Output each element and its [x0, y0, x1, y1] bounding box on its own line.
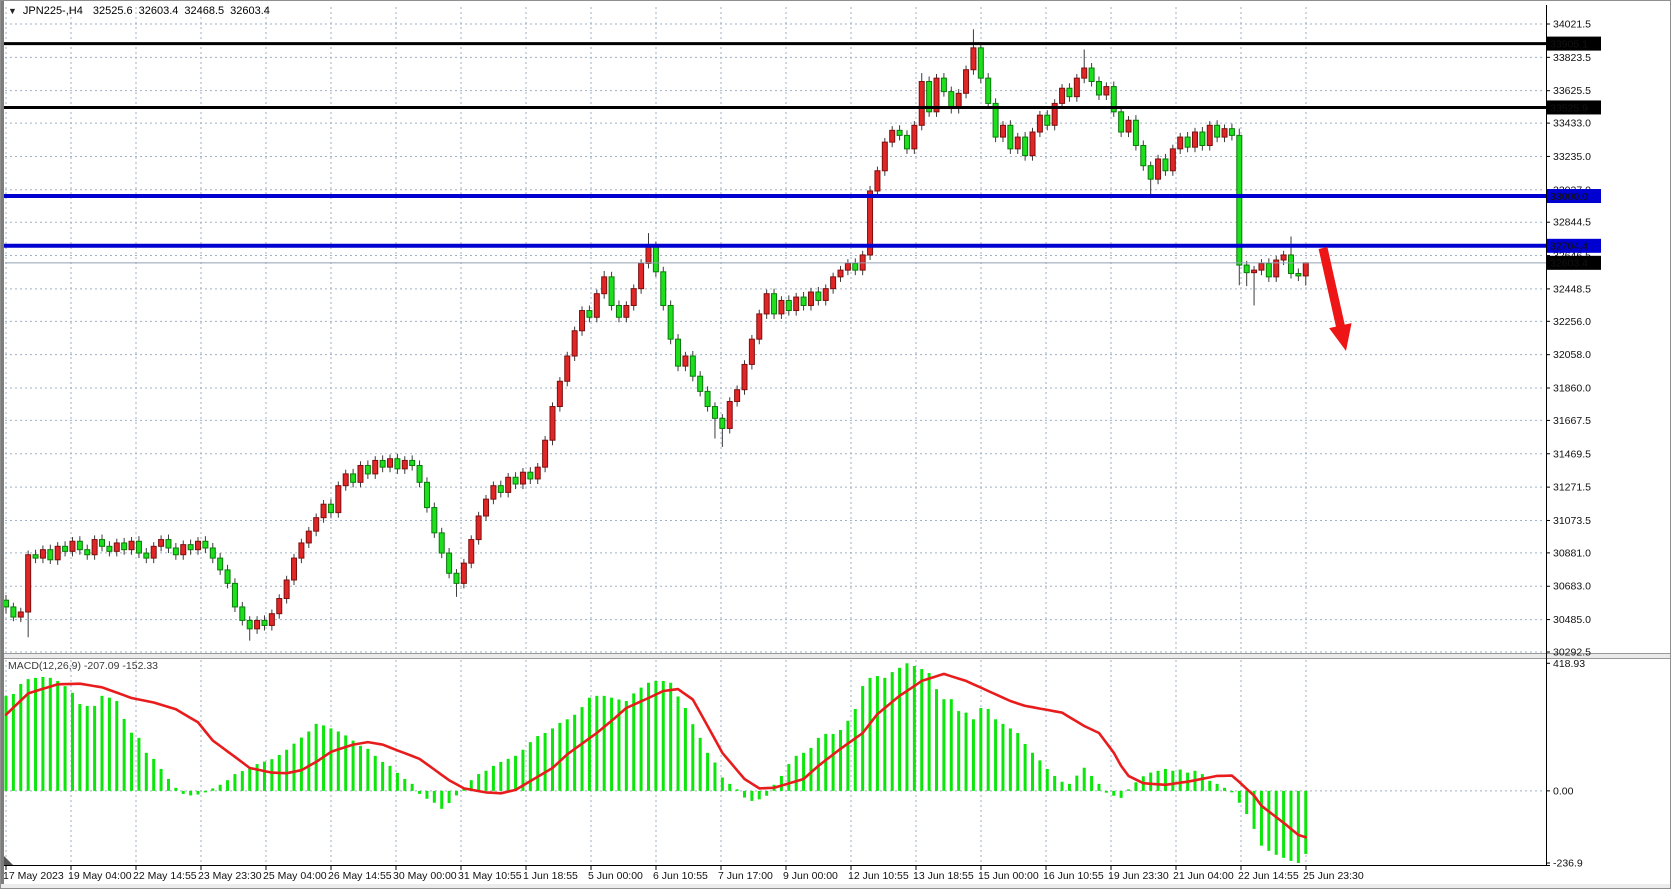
- symbol-dropdown-icon[interactable]: ▼: [8, 6, 17, 16]
- time-axis[interactable]: 17 May 2023 19 May 04:00 22 May 14:55 23 Ma…: [3, 865, 1364, 882]
- svg-text:31469.5: 31469.5: [1553, 448, 1591, 460]
- svg-text:418.93: 418.93: [1553, 658, 1585, 670]
- svg-text:21 Jun 04:00: 21 Jun 04:00: [1173, 870, 1234, 882]
- svg-text:12 Jun 10:55: 12 Jun 10:55: [848, 870, 909, 882]
- svg-text:30485.0: 30485.0: [1553, 614, 1591, 626]
- window-bottom-edge: [1, 884, 1670, 888]
- svg-text:31667.5: 31667.5: [1553, 415, 1591, 427]
- svg-text:32448.5: 32448.5: [1553, 283, 1591, 295]
- svg-text:31271.5: 31271.5: [1553, 482, 1591, 494]
- svg-text:31073.5: 31073.5: [1553, 515, 1591, 527]
- symbol-period-label: JPN225-,H4: [22, 5, 83, 17]
- svg-text:33433.0: 33433.0: [1553, 118, 1591, 130]
- svg-text:30 May 00:00: 30 May 00:00: [393, 870, 457, 882]
- candles-group: [3, 29, 1309, 641]
- svg-text:19 May 04:00: 19 May 04:00: [68, 870, 132, 882]
- svg-text:33000.0: 33000.0: [1550, 191, 1588, 203]
- svg-text:7 Jun 17:00: 7 Jun 17:00: [718, 870, 773, 882]
- svg-text:31860.0: 31860.0: [1553, 383, 1591, 395]
- svg-text:30881.0: 30881.0: [1553, 547, 1591, 559]
- svg-text:6 Jun 10:55: 6 Jun 10:55: [653, 870, 708, 882]
- svg-text:23 May 23:30: 23 May 23:30: [198, 870, 262, 882]
- svg-text:32844.5: 32844.5: [1553, 217, 1591, 229]
- svg-text:13 Jun 18:55: 13 Jun 18:55: [913, 870, 974, 882]
- macd-axis[interactable]: 418.93 0.00 -236.9: [1546, 658, 1585, 870]
- svg-text:32603.4: 32603.4: [1550, 258, 1588, 270]
- trend-arrow[interactable]: [1318, 247, 1352, 351]
- pane-separator[interactable]: [1, 653, 1671, 659]
- svg-text:33625.5: 33625.5: [1553, 85, 1591, 97]
- svg-text:31 May 10:55: 31 May 10:55: [458, 870, 522, 882]
- ohlc-high: 32603.4: [138, 5, 179, 17]
- ohlc-close: 32603.4: [230, 5, 270, 17]
- svg-text:30292.5: 30292.5: [1553, 646, 1591, 658]
- ohlc-open: 32525.6: [92, 5, 133, 17]
- svg-text:22 May 14:55: 22 May 14:55: [133, 870, 197, 882]
- svg-text:26 May 14:55: 26 May 14:55: [328, 870, 392, 882]
- window-left-edge: [1, 1, 4, 888]
- svg-text:5 Jun 00:00: 5 Jun 00:00: [588, 870, 643, 882]
- svg-text:25 Jun 23:30: 25 Jun 23:30: [1303, 870, 1364, 882]
- svg-text:32256.0: 32256.0: [1553, 316, 1591, 328]
- axes-frame: [3, 5, 1550, 866]
- svg-text:0.00: 0.00: [1553, 785, 1574, 797]
- macd-signal-line: [4, 672, 1308, 839]
- svg-text:33525.9: 33525.9: [1550, 102, 1588, 114]
- svg-text:-236.9: -236.9: [1553, 858, 1583, 870]
- ohlc-low: 32468.5: [184, 5, 225, 17]
- svg-text:1 Jun 18:55: 1 Jun 18:55: [523, 870, 578, 882]
- hline-objects[interactable]: [3, 42, 1546, 248]
- pane-resize-grip[interactable]: [4, 856, 13, 865]
- chart-title: ▼ JPN225-,H4 32525.6 32603.4 32468.5 326…: [8, 4, 270, 18]
- svg-text:34021.5: 34021.5: [1553, 18, 1591, 30]
- svg-text:16 Jun 10:55: 16 Jun 10:55: [1043, 870, 1104, 882]
- svg-text:15 Jun 00:00: 15 Jun 00:00: [978, 870, 1039, 882]
- price-axis[interactable]: 34021.533823.533625.533433.033235.033037…: [1546, 18, 1601, 658]
- svg-text:22 Jun 14:55: 22 Jun 14:55: [1238, 870, 1299, 882]
- svg-text:17 May 2023: 17 May 2023: [3, 870, 64, 882]
- svg-text:19 Jun 23:30: 19 Jun 23:30: [1108, 870, 1169, 882]
- svg-text:33235.0: 33235.0: [1553, 151, 1591, 163]
- macd-indicator-label: MACD(12,26,9) -207.09 -152.33: [8, 660, 158, 672]
- svg-text:32058.0: 32058.0: [1553, 349, 1591, 361]
- svg-text:30683.0: 30683.0: [1553, 581, 1591, 593]
- svg-text:33823.5: 33823.5: [1553, 52, 1591, 64]
- svg-text:32704.4: 32704.4: [1550, 241, 1588, 253]
- svg-text:25 May 04:00: 25 May 04:00: [263, 870, 327, 882]
- gridlines: [5, 7, 1545, 862]
- svg-text:9 Jun 00:00: 9 Jun 00:00: [783, 870, 838, 882]
- svg-text:33905.1: 33905.1: [1550, 38, 1588, 50]
